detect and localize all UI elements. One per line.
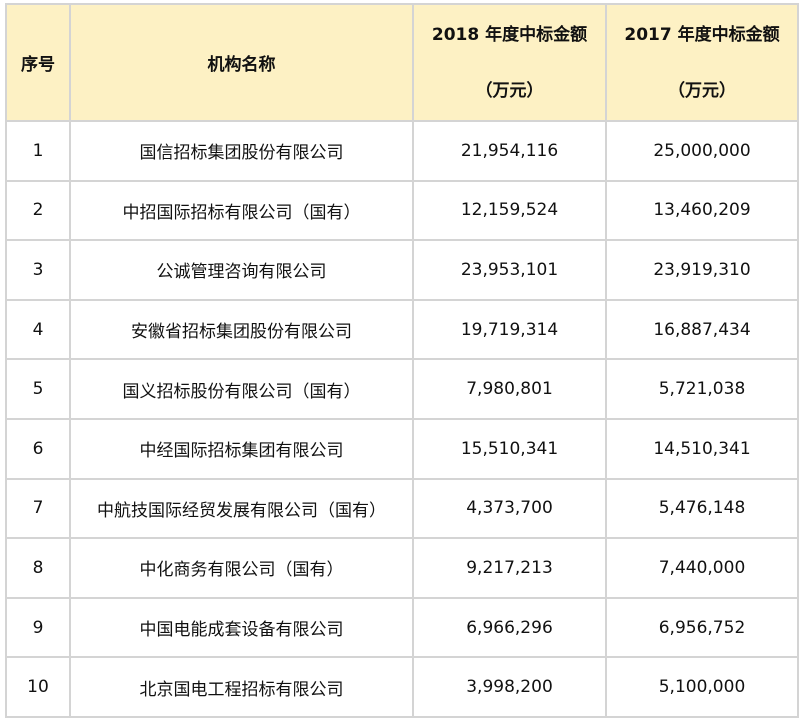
header-amount-2017: 2017 年度中标金额 （万元） [605, 3, 799, 122]
table-row: 4 安徽省招标集团股份有限公司 19,719,314 16,887,434 [5, 298, 799, 361]
cell-name: 中经国际招标集团有限公司 [69, 417, 414, 480]
header-amount-2018: 2018 年度中标金额 （万元） [412, 3, 607, 122]
table-row: 7 中航技国际经贸发展有限公司（国有） 4,373,700 5,476,148 [5, 477, 799, 540]
header-row: 序号 机构名称 2018 年度中标金额 （万元） 2017 年度中标金额 （万元… [5, 3, 799, 122]
header-index: 序号 [5, 3, 71, 122]
cell-amount-2018: 15,510,341 [412, 417, 607, 480]
cell-index: 4 [5, 298, 71, 361]
cell-amount-2017: 23,919,310 [605, 239, 799, 301]
cell-name: 中航技国际经贸发展有限公司（国有） [69, 477, 414, 540]
cell-index: 8 [5, 537, 71, 599]
cell-amount-2017: 5,721,038 [605, 358, 799, 420]
cell-amount-2018: 6,966,296 [412, 596, 607, 659]
cell-name: 中化商务有限公司（国有） [69, 537, 414, 599]
table-row: 6 中经国际招标集团有限公司 15,510,341 14,510,341 [5, 417, 799, 480]
table-row: 2 中招国际招标有限公司（国有） 12,159,524 13,460,209 [5, 179, 799, 242]
cell-amount-2018: 3,998,200 [412, 656, 607, 718]
table-row: 5 国义招标股份有限公司（国有） 7,980,801 5,721,038 [5, 358, 799, 420]
cell-index: 3 [5, 239, 71, 301]
cell-amount-2017: 7,440,000 [605, 537, 799, 599]
cell-amount-2017: 5,100,000 [605, 656, 799, 718]
cell-amount-2017: 13,460,209 [605, 179, 799, 242]
cell-name: 中国电能成套设备有限公司 [69, 596, 414, 659]
cell-index: 6 [5, 417, 71, 480]
cell-name: 国信招标集团股份有限公司 [69, 120, 414, 182]
cell-amount-2018: 9,217,213 [412, 537, 607, 599]
cell-amount-2017: 5,476,148 [605, 477, 799, 540]
header-amount-2017-unit: （万元） [668, 80, 736, 101]
cell-name: 安徽省招标集团股份有限公司 [69, 298, 414, 361]
header-name: 机构名称 [69, 3, 414, 122]
cell-index: 5 [5, 358, 71, 420]
table-row: 10 北京国电工程招标有限公司 3,998,200 5,100,000 [5, 656, 799, 718]
cell-name: 中招国际招标有限公司（国有） [69, 179, 414, 242]
table-row: 1 国信招标集团股份有限公司 21,954,116 25,000,000 [5, 120, 799, 182]
cell-index: 1 [5, 120, 71, 182]
cell-amount-2018: 12,159,524 [412, 179, 607, 242]
cell-amount-2017: 25,000,000 [605, 120, 799, 182]
cell-name: 国义招标股份有限公司（国有） [69, 358, 414, 420]
cell-amount-2018: 4,373,700 [412, 477, 607, 540]
table-row: 9 中国电能成套设备有限公司 6,966,296 6,956,752 [5, 596, 799, 659]
cell-amount-2018: 23,953,101 [412, 239, 607, 301]
cell-amount-2018: 21,954,116 [412, 120, 607, 182]
cell-amount-2017: 6,956,752 [605, 596, 799, 659]
cell-index: 10 [5, 656, 71, 718]
cell-index: 7 [5, 477, 71, 540]
cell-name: 北京国电工程招标有限公司 [69, 656, 414, 718]
cell-name: 公诚管理咨询有限公司 [69, 239, 414, 301]
cell-amount-2017: 16,887,434 [605, 298, 799, 361]
header-amount-2018-unit: （万元） [475, 80, 544, 101]
header-amount-2018-label: 2018 年度中标金额 [431, 24, 588, 45]
cell-amount-2018: 19,719,314 [412, 298, 607, 361]
cell-index: 2 [5, 179, 71, 242]
ranking-table: 序号 机构名称 2018 年度中标金额 （万元） 2017 年度中标金额 （万元… [5, 3, 799, 718]
header-amount-2017-label: 2017 年度中标金额 [624, 24, 780, 45]
table-row: 3 公诚管理咨询有限公司 23,953,101 23,919,310 [5, 239, 799, 301]
table-row: 8 中化商务有限公司（国有） 9,217,213 7,440,000 [5, 537, 799, 599]
cell-amount-2017: 14,510,341 [605, 417, 799, 480]
cell-index: 9 [5, 596, 71, 659]
cell-amount-2018: 7,980,801 [412, 358, 607, 420]
